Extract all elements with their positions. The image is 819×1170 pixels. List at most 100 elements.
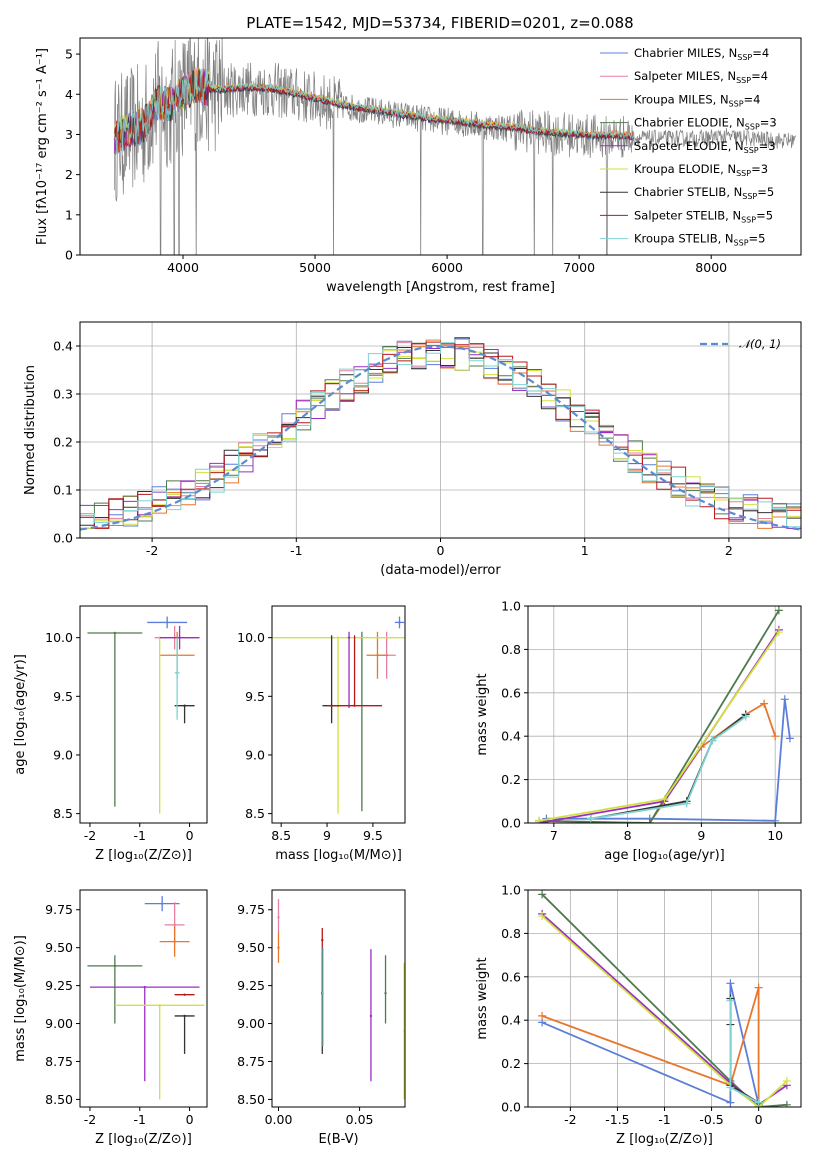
legend-subscript: SSP	[729, 99, 744, 108]
series-line	[539, 609, 780, 823]
legend-nssp: =5	[757, 185, 774, 199]
x-tick-label: 10	[767, 828, 783, 843]
x-tick-label: -1	[134, 1112, 146, 1127]
series-line	[541, 987, 760, 1105]
data-point	[347, 636, 351, 639]
x-tick-label: -2	[564, 1112, 576, 1127]
y-tick-label: 9.00	[45, 1016, 73, 1031]
data-point	[158, 1004, 161, 1007]
gaussian-curve	[80, 345, 801, 531]
y-tick-label: 9.50	[237, 940, 265, 955]
series-marker	[741, 712, 750, 721]
axes-age_vs_Z: -2 -1 0 8.5 9.0 9.5 10.0 Z [log₁₀(Z/Z⊙)] age [lo…	[13, 605, 208, 863]
gridlines	[528, 606, 801, 823]
x-tick-label: 8000	[695, 260, 727, 275]
legend-model: Kroupa ELODIE, N	[634, 162, 736, 176]
data-spectrum	[113, 38, 797, 255]
axes-frame	[79, 37, 802, 256]
legend-entry: Kroupa STELIB, NSSP=5	[634, 232, 765, 248]
legend-nssp: =3	[760, 116, 777, 130]
y-tick-label: 9.25	[45, 978, 73, 993]
x-axis-label: E(B-V)	[318, 1132, 358, 1147]
x-tick-label: -1	[658, 1112, 670, 1127]
series-line	[538, 631, 780, 822]
plot-area	[87, 896, 205, 1100]
series-line	[590, 715, 747, 820]
axes-frame	[271, 605, 406, 824]
legend-model: Chabrier MILES, N	[634, 46, 737, 60]
x-axis-label: Z [log₁₀(Z/Z⊙)]	[95, 848, 192, 863]
legend-entry: 𝒩(0, 1)	[739, 337, 781, 351]
legend-subscript: SSP	[742, 192, 757, 201]
legend-nssp: =5	[756, 208, 773, 222]
legend-entry: Kroupa ELODIE, NSSP=3	[634, 162, 768, 178]
data-point	[321, 991, 325, 995]
x-tick-label: 4000	[167, 260, 199, 275]
y-tick-label: 0.1	[53, 483, 73, 498]
axes-frame	[79, 605, 208, 824]
y-tick-label: 8.50	[237, 1092, 265, 1107]
data-point	[398, 621, 401, 624]
plot-area	[272, 616, 405, 814]
data-point	[173, 923, 176, 927]
y-tick-label: 9.00	[237, 1016, 265, 1031]
x-tick-label: 1	[581, 543, 589, 558]
legend-subscript: SSP	[736, 169, 751, 178]
series-marker	[660, 795, 669, 804]
axes-frame	[527, 605, 802, 824]
series-marker	[726, 996, 735, 1005]
x-axis-label: Z [log₁₀(Z/Z⊙)]	[616, 1132, 713, 1147]
series-marker	[538, 912, 547, 921]
legend-model: Salpeter MILES, N	[634, 69, 736, 83]
data-point	[376, 654, 379, 657]
axes-frame	[527, 889, 802, 1108]
x-tick-label: 8	[624, 828, 632, 843]
y-tick-label: 8.75	[237, 1054, 265, 1069]
series-marker	[535, 816, 544, 823]
y-tick-label: 0.0	[501, 816, 521, 831]
data-point	[183, 993, 186, 996]
x-tick-label: 2	[725, 543, 733, 558]
legend-nssp: =5	[749, 232, 766, 246]
y-tick-label: 8.75	[45, 1054, 73, 1069]
legend-entry: Salpeter ELODIE, NSSP=3	[634, 139, 776, 155]
data-point	[165, 621, 169, 624]
x-axis-label: Z [log₁₀(Z/Z⊙)]	[95, 1132, 192, 1147]
axes-frame	[271, 889, 406, 1108]
legend-nssp: =4	[752, 46, 769, 60]
data-point	[183, 1014, 186, 1018]
legend-subscript: SSP	[741, 215, 756, 224]
y-tick-label: 10.0	[237, 630, 265, 645]
x-axis-label: age [log₁₀(age/yr)]	[604, 848, 725, 863]
plot-area	[80, 322, 801, 538]
legend-entry: Chabrier ELODIE, NSSP=3	[634, 116, 777, 132]
series-marker	[754, 1098, 763, 1107]
series-marker	[645, 819, 654, 823]
y-axis-label: Normed distribution	[23, 365, 38, 495]
axes-residuals: -2 -1 0 1 2 0.0 0.1 0.2 0.3 0.4 (data-model)/error…	[23, 321, 802, 578]
data-point	[160, 902, 164, 905]
y-axis-label: mass weight	[475, 957, 490, 1039]
series-marker	[771, 732, 780, 741]
y-tick-label: 0.3	[53, 387, 73, 402]
y-axis-label: Flux [fλ10⁻¹⁷ erg cm⁻² s⁻¹ A⁻¹]	[35, 48, 50, 245]
y-tick-label: 5	[65, 47, 73, 62]
legend-model: Chabrier ELODIE, N	[634, 116, 745, 130]
x-tick-label: -1	[290, 543, 302, 558]
y-tick-label: 9.75	[237, 902, 265, 917]
y-tick-label: 0.2	[53, 435, 73, 450]
series-marker	[785, 734, 794, 743]
y-tick-label: 1	[65, 207, 73, 222]
data-point	[277, 916, 280, 919]
data-point	[277, 946, 280, 949]
legend-entry: Chabrier MILES, NSSP=4	[634, 46, 769, 62]
axes-mass_vs_ebv: 0.00 0.05 8.50 8.75 9.00 9.25 9.50 9.75 E(B-V)	[237, 889, 406, 1147]
series-marker	[682, 799, 691, 808]
y-tick-label: 0.4	[501, 729, 521, 744]
x-tick-label: 7	[550, 828, 558, 843]
series-marker	[774, 628, 783, 637]
plot-area	[277, 899, 405, 1100]
x-tick-label: -1	[134, 828, 146, 843]
model-spectrum	[113, 68, 635, 154]
